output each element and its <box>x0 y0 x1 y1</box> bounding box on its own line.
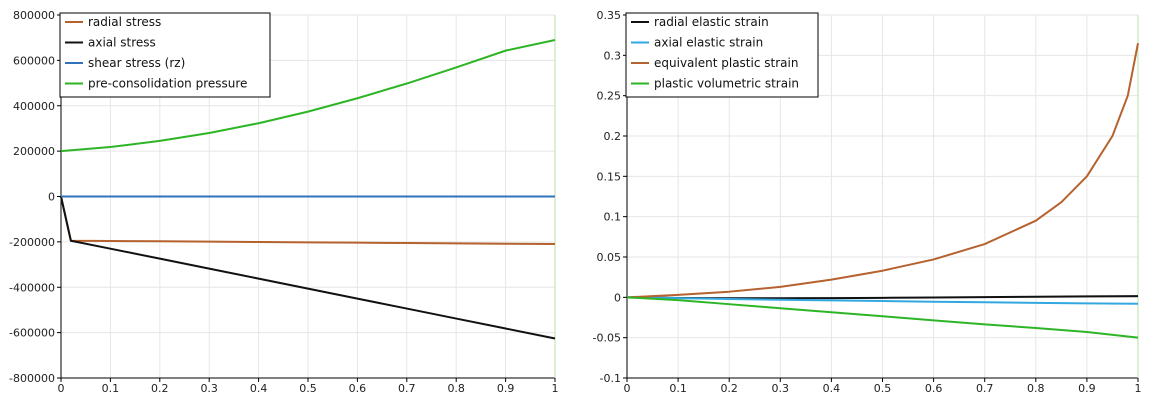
x-tick-label: 0.8 <box>447 382 465 395</box>
legend-label: radial elastic strain <box>654 15 769 29</box>
y-tick-label: 600000 <box>13 54 55 67</box>
x-tick-label: 0.5 <box>299 382 317 395</box>
legend-label: plastic volumetric strain <box>654 77 799 91</box>
legend-label: axial stress <box>88 36 156 50</box>
y-tick-label: 0.15 <box>597 170 622 183</box>
x-tick-label: 0.9 <box>497 382 515 395</box>
y-tick-label: 0.2 <box>604 130 622 143</box>
y-tick-label: 0.1 <box>604 211 622 224</box>
y-tick-label: 0 <box>614 291 621 304</box>
y-tick-label: 200000 <box>13 145 55 158</box>
legend-box <box>625 12 819 98</box>
series-line-axial-elastic-strain <box>626 296 1139 305</box>
series-line-pre-consolidation-pressure <box>60 38 556 153</box>
x-tick-label: 0.6 <box>925 382 943 395</box>
strain-chart: 0 0.1 0.2 0.3 0.4 0.5 0.6 0.7 0.8 0.9 1 0.35 0.3 0.25… <box>593 9 1142 395</box>
x-tick-label: 0.2 <box>151 382 169 395</box>
legend-label: equivalent plastic strain <box>654 56 798 70</box>
x-tick-label: 0.7 <box>976 382 994 395</box>
x-tick-label: 0.9 <box>1078 382 1096 395</box>
series-line-plastic-volumetric-strain <box>626 296 1139 339</box>
stress-chart: 0 0.1 0.2 0.3 0.4 0.5 0.6 0.7 0.8 0.9 1 800000 60000… <box>9 9 558 395</box>
x-tick-label: 0 <box>624 382 631 395</box>
x-tick-label: 0.7 <box>398 382 416 395</box>
x-tick-label: 0.1 <box>669 382 687 395</box>
x-tick-label: 0.8 <box>1027 382 1045 395</box>
x-tick-label: 0.3 <box>772 382 790 395</box>
x-tick-label: 1 <box>1135 382 1142 395</box>
y-tick-label: -0.05 <box>593 332 621 345</box>
x-tick-label: 0.3 <box>200 382 218 395</box>
series-line-equivalent-plastic-strain <box>626 43 1139 299</box>
x-tick-label: 1 <box>552 382 559 395</box>
x-tick-label: 0.1 <box>102 382 120 395</box>
y-tick-label: -0.1 <box>600 372 621 385</box>
legend-label: pre-consolidation pressure <box>88 77 247 91</box>
legend-label: shear stress (rz) <box>88 56 185 70</box>
y-tick-label: 0.35 <box>597 9 622 22</box>
legend-label: axial elastic strain <box>654 36 763 50</box>
x-tick-label: 0.4 <box>823 382 841 395</box>
series-line-axial-stress <box>60 196 556 340</box>
x-tick-label: 0.4 <box>250 382 268 395</box>
y-tick-label: 800000 <box>13 9 55 22</box>
y-tick-label: -800000 <box>9 372 55 385</box>
x-tick-label: 0.2 <box>720 382 738 395</box>
y-tick-label: 0.05 <box>597 251 622 264</box>
y-tick-label: 0.3 <box>604 49 622 62</box>
y-tick-label: 400000 <box>13 100 55 113</box>
legend: radial elastic strain axial elastic strai… <box>625 12 819 98</box>
x-tick-label: 0.6 <box>349 382 367 395</box>
y-tick-label: 0.25 <box>597 90 622 103</box>
x-tick-label: 0 <box>58 382 65 395</box>
legend: radial stress axial stress shear stress (r… <box>59 12 271 98</box>
y-tick-label: -600000 <box>9 327 55 340</box>
y-tick-label: -200000 <box>9 236 55 249</box>
x-tick-label: 0.5 <box>874 382 892 395</box>
series-line-radial-stress <box>60 196 556 246</box>
y-tick-label: 0 <box>48 191 55 204</box>
y-tick-label: -400000 <box>9 281 55 294</box>
legend-label: radial stress <box>88 15 161 29</box>
legend-box <box>59 12 271 98</box>
